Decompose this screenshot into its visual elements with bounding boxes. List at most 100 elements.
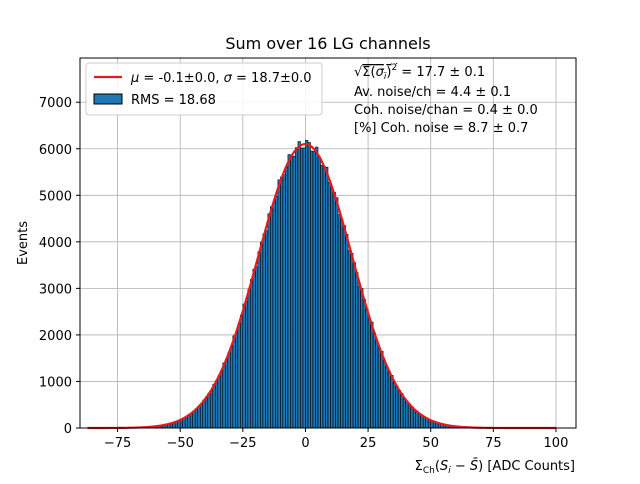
histogram-bar [308,143,311,428]
histogram-bar [398,390,401,428]
histogram-bar [401,394,404,428]
y-tick-label: 6000 [39,143,72,158]
histogram-bar [403,399,406,428]
histogram-bar [205,397,208,428]
histogram-bar [393,383,396,428]
histogram-bar [368,319,371,428]
histogram-bar [243,304,246,428]
histogram-bar [290,157,293,428]
histogram-bar [210,391,213,428]
histogram-bar [373,333,376,428]
histogram-bar [238,324,241,428]
histogram-bar [353,263,356,428]
histogram-bar [383,361,386,428]
histogram-bar [348,250,351,428]
histogram-bar [200,404,203,428]
x-tick-label: 100 [544,436,569,451]
histogram-bar [285,167,288,428]
y-tick-label: 1000 [39,375,72,390]
histogram-bar [346,234,349,428]
histogram-bar [323,167,326,428]
y-tick-label: 0 [64,422,72,437]
histogram-bar [218,376,221,428]
histogram-bar [358,286,361,428]
histogram-bar [313,151,316,428]
x-tick-label: 75 [485,436,502,451]
histogram-bar [315,147,318,428]
histogram-bar [305,140,308,428]
histogram-bar [263,234,266,428]
histogram-bar [273,202,276,428]
legend-hist-label: RMS = 18.68 [131,93,216,108]
histogram-bar [245,301,248,428]
histogram-bar [190,414,193,428]
histogram-bar [408,404,411,428]
histogram-bar [230,346,233,428]
histogram-bar [303,148,306,428]
histogram-bar [423,417,426,428]
histogram-bar [381,351,384,428]
stats-line-1: √Σ(σi)2 = 17.7 ± 0.1 [354,63,485,82]
stats-line-3: Coh. noise/chan = 0.4 ± 0.0 [354,103,538,118]
histogram-bar [356,273,359,428]
histogram-bar [416,411,419,428]
legend-fit-label: μ = -0.1±0.0, σ = 18.7±0.0 [130,71,312,86]
histogram-bar [260,242,263,428]
histogram-bar [253,269,256,428]
histogram-bar [363,299,366,428]
histogram-bar [331,189,334,428]
histogram-bar [295,148,298,428]
x-axis-label: ΣCh(Si − S̄) [ADC Counts] [415,459,575,476]
histogram-bar [333,192,336,428]
histogram-bar [280,177,283,428]
histogram-bar [213,384,216,428]
histogram-bar [298,142,301,428]
x-tick-label: −75 [104,436,131,451]
histogram-bar [288,155,291,428]
histogram-bar [193,411,196,428]
histogram-bar [325,167,328,428]
histogram-bar [386,366,389,428]
histogram-bar [220,372,223,429]
histogram-bar [270,207,273,428]
histogram-bar [240,315,243,428]
histogram-bar [328,182,331,428]
histogram-bar [406,401,409,428]
histogram-bar [336,198,339,428]
histogram-bar [376,340,379,428]
x-tick-label: 25 [360,436,377,451]
y-tick-label: 3000 [39,282,72,297]
histogram-bar [391,375,394,428]
histogram-bar [361,289,364,428]
histogram-bar [228,353,231,428]
histogram-bar [318,157,321,428]
stats-line-2: Av. noise/ch = 4.4 ± 0.1 [354,85,511,100]
histogram-bar [320,165,323,428]
histogram-bar [198,406,201,428]
histogram-bar [351,253,354,428]
histogram-bar [223,363,226,428]
y-tick-label: 2000 [39,329,72,344]
histogram-bar [203,400,206,428]
histogram-bar [310,151,313,428]
stats-line-4: [%] Coh. noise = 8.7 ± 0.7 [354,121,528,136]
histogram-bar [371,322,374,428]
histogram-bar [275,196,278,428]
legend-hist-swatch [94,94,122,104]
y-tick-label: 7000 [39,96,72,111]
histogram-bar [300,148,303,428]
x-tick-label: 0 [301,436,309,451]
histogram-bar [225,359,228,428]
y-tick-label: 5000 [39,189,72,204]
histogram-bar [378,348,381,428]
x-tick-label: −50 [166,436,193,451]
histogram-bar [250,279,253,428]
chart-title: Sum over 16 LG channels [225,34,430,53]
y-tick-label: 4000 [39,236,72,251]
histogram-bar [215,381,218,428]
x-tick-label: −25 [229,436,256,451]
histogram-bar [248,289,251,428]
histogram-bar [255,267,258,428]
histogram-bar [418,413,421,428]
histogram-bar [341,219,344,428]
